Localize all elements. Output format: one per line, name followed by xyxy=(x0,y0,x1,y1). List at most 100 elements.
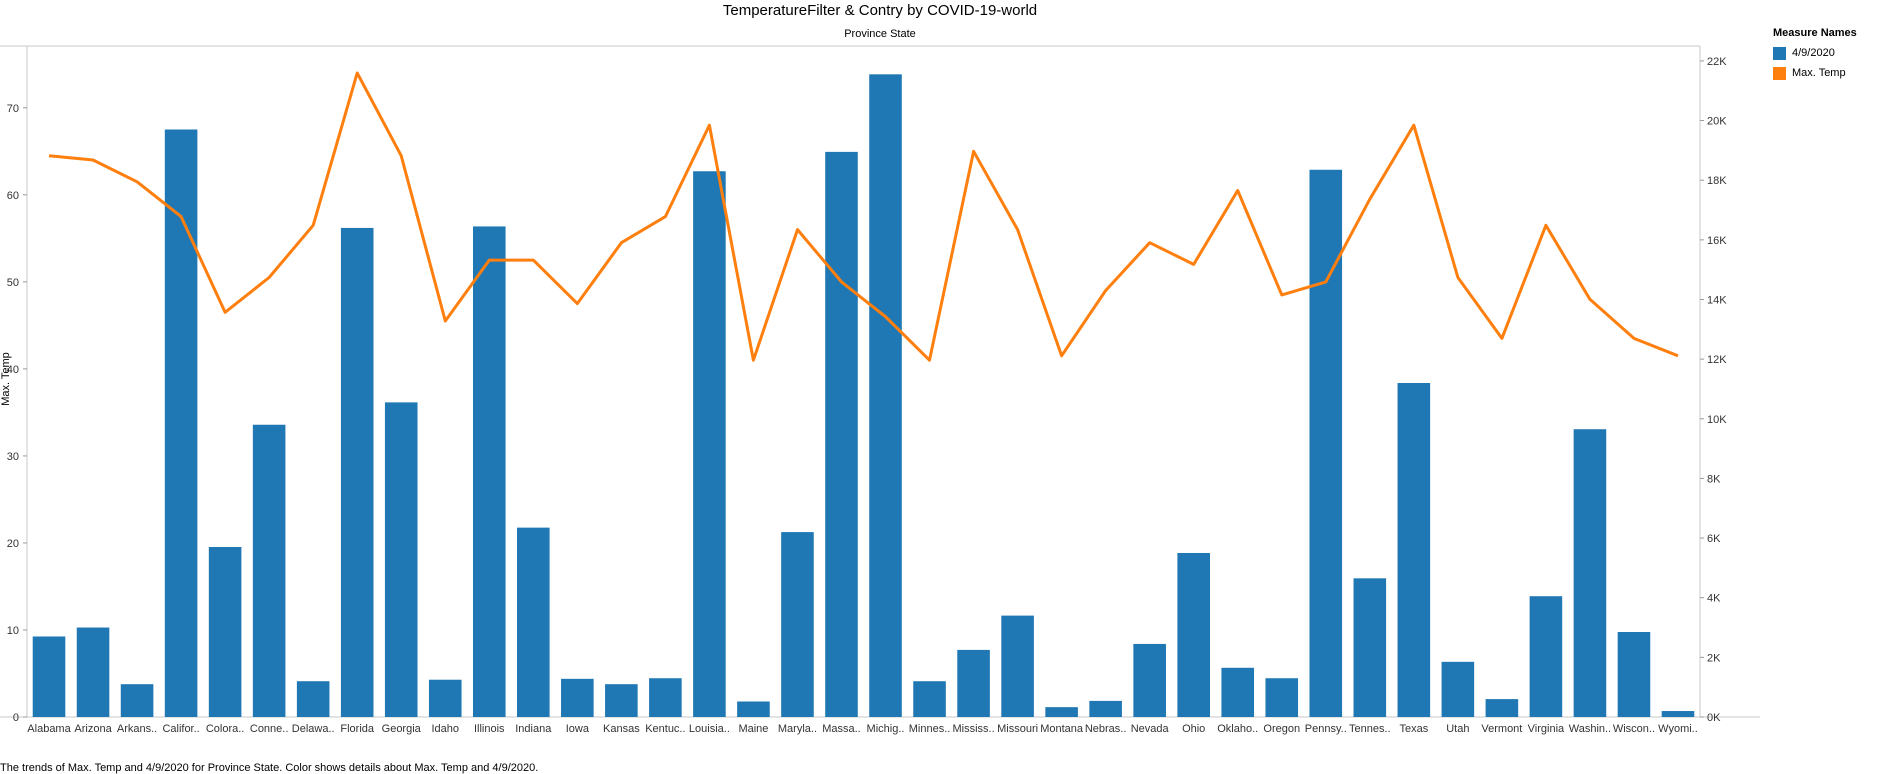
bar[interactable] xyxy=(252,424,286,717)
x-tick-label: Ohio xyxy=(1182,723,1205,735)
bar[interactable] xyxy=(32,636,66,717)
bar[interactable] xyxy=(1177,552,1210,717)
x-tick-label: Minnes.. xyxy=(909,723,951,735)
legend-item-bars[interactable]: 4/9/2020 xyxy=(1773,43,1857,63)
left-tick-label: 10 xyxy=(7,625,19,637)
bar[interactable] xyxy=(1133,643,1166,717)
right-tick-label: 8K xyxy=(1707,473,1721,485)
right-tick-label: 12K xyxy=(1707,354,1727,366)
x-tick-label: Conne.. xyxy=(250,723,289,735)
labels: 0 10 20 30 40 50 60 70 0K 2K 4K 6K 8K 10K 12K 14K 16K 18K… xyxy=(7,56,1727,735)
bar[interactable] xyxy=(428,679,462,717)
legend-label-bars: 4/9/2020 xyxy=(1792,47,1835,59)
chart-title: TemperatureFilter & Contry by COVID-19-w… xyxy=(722,2,1038,19)
right-tick-label: 22K xyxy=(1707,56,1727,68)
bar[interactable] xyxy=(913,681,946,717)
bar[interactable] xyxy=(1441,661,1475,717)
x-tick-label: Oregon xyxy=(1263,723,1300,735)
bar[interactable] xyxy=(164,129,198,718)
bar[interactable] xyxy=(781,532,814,717)
x-tick-label: Virginia xyxy=(1528,723,1565,735)
legend-item-line[interactable]: Max. Temp xyxy=(1773,63,1857,83)
legend: Measure Names 4/9/2020 Max. Temp xyxy=(1773,27,1857,83)
right-tick-label: 14K xyxy=(1707,294,1727,306)
x-tick-label: Illinois xyxy=(474,723,505,735)
x-tick-label: Colora.. xyxy=(206,723,245,735)
bar[interactable] xyxy=(472,226,506,717)
x-tick-label: Arizona xyxy=(74,723,112,735)
bar[interactable] xyxy=(1001,615,1034,717)
legend-swatch-line xyxy=(1773,66,1786,80)
bar[interactable] xyxy=(517,527,550,717)
x-tick-label: Kansas xyxy=(603,723,640,735)
x-tick-label: Massa.. xyxy=(822,723,861,735)
x-tick-label: Tennes.. xyxy=(1349,723,1391,735)
x-tick-label: Wyomi.. xyxy=(1658,723,1698,735)
bar[interactable] xyxy=(1353,578,1387,717)
x-tick-label: Texas xyxy=(1399,723,1428,735)
right-tick-label: 2K xyxy=(1707,652,1721,664)
axes xyxy=(0,45,1760,718)
bar[interactable] xyxy=(1397,382,1431,717)
right-tick-label: 20K xyxy=(1707,116,1727,128)
x-axis-header: Province State xyxy=(844,28,916,40)
x-tick-label: Montana xyxy=(1040,723,1084,735)
legend-title: Measure Names xyxy=(1773,27,1857,39)
bar[interactable] xyxy=(384,402,418,717)
bar[interactable] xyxy=(76,627,110,717)
max-temp-line[interactable] xyxy=(48,71,1679,362)
bar[interactable] xyxy=(869,74,902,717)
x-tick-label: Wiscon.. xyxy=(1613,723,1655,735)
x-tick-label: Idaho xyxy=(431,723,459,735)
left-tick-label: 40 xyxy=(7,364,19,376)
bar[interactable] xyxy=(825,151,858,717)
left-tick-label: 50 xyxy=(7,277,19,289)
x-tick-label: Mississ.. xyxy=(952,723,994,735)
x-tick-label: Indiana xyxy=(515,723,552,735)
bar[interactable] xyxy=(1265,678,1299,717)
bar[interactable] xyxy=(1661,711,1695,717)
bar[interactable] xyxy=(649,678,682,717)
right-tick-label: 18K xyxy=(1707,175,1727,187)
x-tick-label: Oklaho.. xyxy=(1217,723,1258,735)
bar[interactable] xyxy=(1485,699,1519,717)
x-tick-label: Washin.. xyxy=(1569,723,1611,735)
bar[interactable] xyxy=(1309,169,1343,718)
bar[interactable] xyxy=(208,547,242,717)
x-tick-label: Iowa xyxy=(566,723,590,735)
bar[interactable] xyxy=(1617,632,1651,717)
x-tick-label: Alabama xyxy=(27,723,71,735)
bar[interactable] xyxy=(296,681,330,717)
x-tick-label: Missouri xyxy=(997,723,1038,735)
right-tick-label: 16K xyxy=(1707,235,1727,247)
legend-swatch-bars xyxy=(1773,46,1786,60)
x-tick-label: Califor.. xyxy=(162,723,199,735)
left-tick-label: 20 xyxy=(7,538,19,550)
bar[interactable] xyxy=(1529,596,1563,717)
bar[interactable] xyxy=(957,649,990,717)
right-tick-label: 0K xyxy=(1707,712,1721,724)
bar[interactable] xyxy=(605,684,638,717)
x-tick-label: Delawa.. xyxy=(292,723,335,735)
x-tick-label: Vermont xyxy=(1481,723,1522,735)
line-series xyxy=(48,71,1679,362)
bar[interactable] xyxy=(1573,429,1607,717)
right-tick-label: 10K xyxy=(1707,414,1727,426)
x-tick-label: Pennsy.. xyxy=(1305,723,1347,735)
bar[interactable] xyxy=(340,227,374,717)
x-tick-label: Kentuc.. xyxy=(645,723,685,735)
x-tick-label: Utah xyxy=(1446,723,1469,735)
bar[interactable] xyxy=(1221,667,1255,717)
bar[interactable] xyxy=(561,678,594,717)
right-tick-label: 6K xyxy=(1707,533,1721,545)
bar[interactable] xyxy=(120,684,154,717)
bar[interactable] xyxy=(1045,707,1078,717)
bar[interactable] xyxy=(1089,700,1122,717)
x-tick-label: Louisia.. xyxy=(689,723,730,735)
bar[interactable] xyxy=(737,701,770,717)
legend-label-line: Max. Temp xyxy=(1792,67,1846,79)
bar[interactable] xyxy=(693,171,726,718)
x-tick-label: Florida xyxy=(340,723,375,735)
x-tick-label: Maine xyxy=(738,723,768,735)
bars xyxy=(32,74,1695,718)
